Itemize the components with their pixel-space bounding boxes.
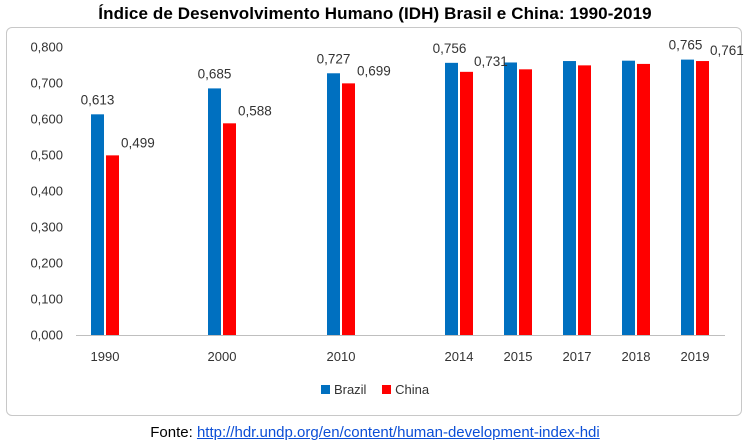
x-tick-label: 2015 bbox=[504, 349, 533, 364]
legend-label-china: China bbox=[395, 382, 430, 397]
x-tick-label: 2017 bbox=[563, 349, 592, 364]
chart-title: Índice de Desenvolvimento Humano (IDH) B… bbox=[98, 4, 652, 23]
bar-china-2017 bbox=[578, 65, 591, 336]
bar-china-2019 bbox=[696, 61, 709, 335]
bar-china-2018 bbox=[637, 63, 650, 336]
data-label-brazil-2010: 0,727 bbox=[317, 51, 351, 66]
source-link[interactable]: http://hdr.undp.org/en/content/human-dev… bbox=[196, 424, 600, 441]
data-label-china-2010: 0,699 bbox=[357, 63, 391, 78]
y-tick-label: 0,600 bbox=[30, 112, 63, 127]
bar-china-1990 bbox=[106, 155, 119, 335]
chart-frame bbox=[6, 27, 742, 416]
data-labels-group: 0,613 0,499 0,685 0,588 0,727 0,699 0,756 0,731… bbox=[81, 38, 744, 151]
source-line: Fonte: http://hdr.undp.org/en/content/hu… bbox=[0, 424, 750, 441]
data-label-china-1990: 0,499 bbox=[121, 135, 155, 150]
legend-item-china: China bbox=[382, 382, 429, 397]
bar-brazil-1990 bbox=[91, 114, 104, 335]
y-tick-label: 0,500 bbox=[30, 148, 63, 163]
x-tick-label: 2000 bbox=[208, 349, 237, 364]
x-tick-label: 1990 bbox=[91, 349, 120, 364]
bar-brazil-2018 bbox=[622, 60, 635, 336]
x-tick-label: 2014 bbox=[445, 349, 474, 364]
bar-china-2010 bbox=[342, 83, 355, 335]
source-prefix: Fonte: bbox=[150, 424, 197, 441]
legend-swatch-brazil bbox=[320, 385, 330, 394]
legend-item-brazil: Brazil bbox=[320, 382, 367, 397]
data-label-china-2000: 0,588 bbox=[238, 103, 272, 118]
bars-group bbox=[91, 59, 709, 336]
bar-brazil-2015 bbox=[504, 62, 517, 335]
data-label-brazil-2000: 0,685 bbox=[198, 66, 232, 81]
data-label-china-2014: 0,731 bbox=[474, 54, 508, 69]
x-tick-label: 2019 bbox=[681, 349, 710, 364]
x-tick-labels: 1990 2000 2010 2014 2015 2017 2018 2019 bbox=[91, 349, 710, 364]
bar-brazil-2019 bbox=[681, 59, 694, 335]
data-label-brazil-2019: 0,765 bbox=[669, 38, 703, 53]
y-tick-label: 0,000 bbox=[30, 328, 63, 343]
data-label-china-2019: 0,761 bbox=[710, 43, 744, 58]
legend: Brazil China bbox=[0, 382, 750, 397]
legend-swatch-china bbox=[382, 385, 392, 394]
bar-brazil-2010 bbox=[327, 73, 340, 335]
bar-china-2000 bbox=[223, 123, 236, 335]
bar-china-2014 bbox=[460, 71, 473, 335]
x-tick-label: 2010 bbox=[327, 349, 356, 364]
y-tick-label: 0,300 bbox=[30, 220, 63, 235]
data-label-brazil-2014: 0,756 bbox=[433, 41, 467, 56]
y-tick-label: 0,700 bbox=[30, 76, 63, 91]
data-label-brazil-1990: 0,613 bbox=[81, 92, 115, 107]
y-tick-label: 0,800 bbox=[30, 40, 63, 55]
bar-brazil-2014 bbox=[445, 62, 458, 336]
x-tick-label: 2018 bbox=[622, 349, 651, 364]
y-tick-label: 0,100 bbox=[30, 292, 63, 307]
y-axis: 0,000 0,100 0,200 0,300 0,400 0,500 0,600 0,700… bbox=[30, 40, 63, 343]
bar-brazil-2017 bbox=[563, 61, 576, 335]
y-tick-label: 0,200 bbox=[30, 256, 63, 271]
bar-brazil-2000 bbox=[208, 88, 221, 336]
y-tick-label: 0,400 bbox=[30, 184, 63, 199]
legend-label-brazil: Brazil bbox=[333, 382, 367, 397]
bar-china-2015 bbox=[519, 69, 532, 335]
